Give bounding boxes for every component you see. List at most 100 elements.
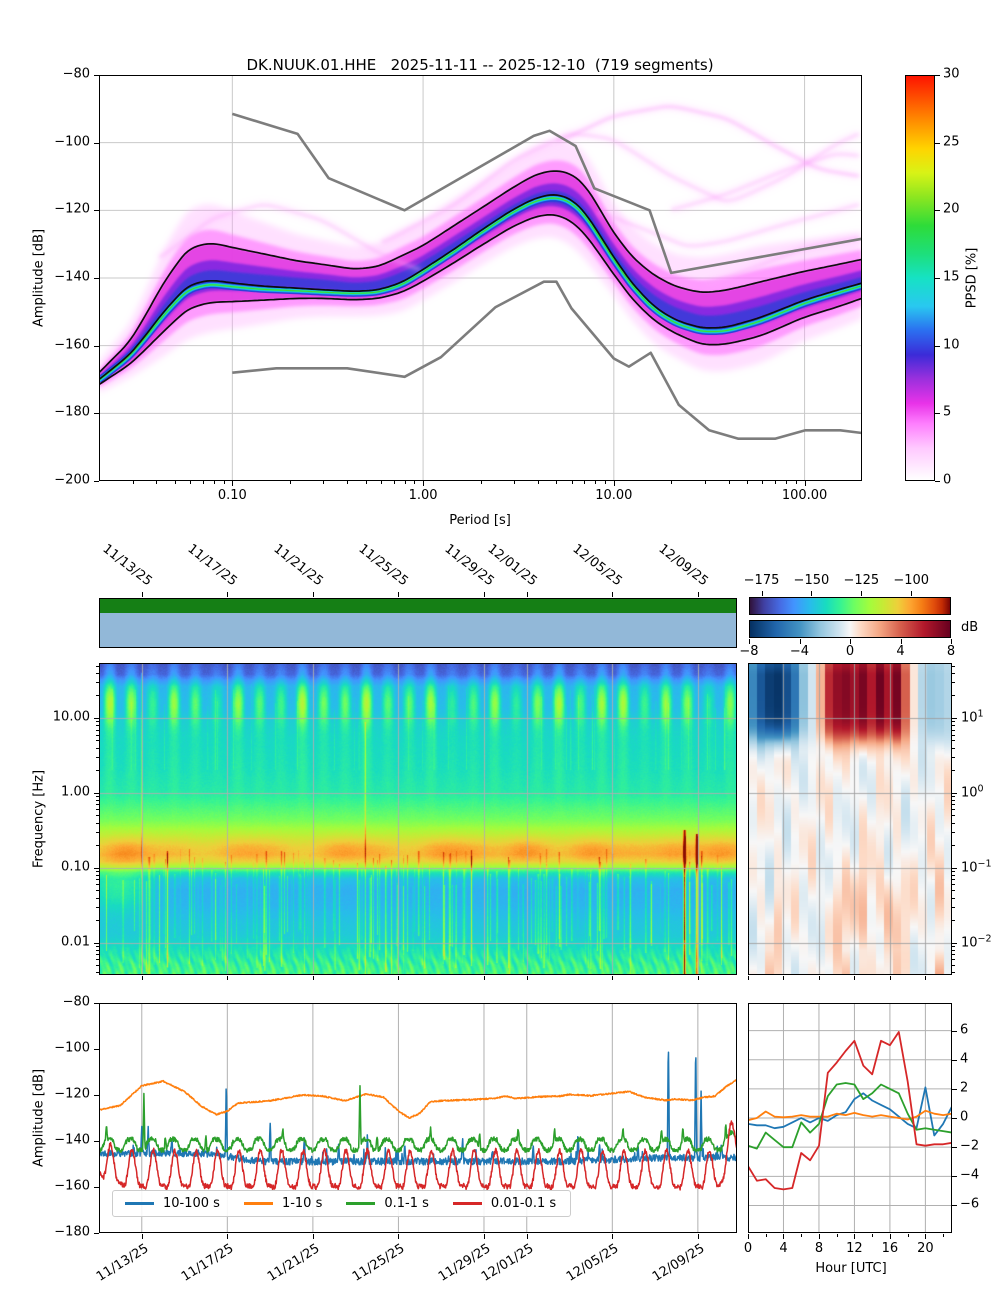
hourly-plot-area	[748, 1003, 952, 1233]
percentile-line	[99, 170, 862, 374]
tick-mark	[818, 976, 820, 980]
ppsd-mode-core	[99, 197, 862, 381]
exponent: −1	[977, 858, 992, 870]
legend-item: 1-10 s	[243, 1196, 322, 1211]
hourly-series-line	[748, 1086, 952, 1137]
tick-mark	[935, 345, 940, 347]
date-label: 12/09/25	[655, 541, 711, 590]
tick-mark	[935, 481, 940, 482]
tick-label: 0	[743, 1241, 753, 1256]
series-line	[99, 1120, 737, 1191]
tick-label: 6	[960, 1022, 969, 1038]
hourly-series-line	[748, 1109, 952, 1122]
tick-mark	[935, 210, 940, 212]
tick-label: −150	[793, 573, 830, 589]
tick-label: 0	[943, 472, 952, 488]
tick-label: 12	[846, 1241, 863, 1256]
tick-mark	[889, 976, 891, 980]
tick-label: 15	[943, 269, 960, 285]
tick-mark	[850, 639, 851, 644]
tick-mark	[952, 1147, 957, 1149]
tick-mark	[697, 1234, 699, 1239]
tick-mark	[952, 757, 955, 759]
tick-label: −180	[54, 404, 90, 420]
date-label: 11/25/25	[350, 1241, 408, 1285]
tick-mark	[96, 831, 99, 833]
tick-mark	[952, 871, 955, 873]
tick-mark	[952, 890, 955, 892]
tick-label: −175	[743, 573, 780, 589]
tick-mark	[398, 976, 400, 980]
tick-mark	[952, 879, 955, 881]
tick-mark	[952, 1118, 957, 1120]
legend-label: 0.1-1 s	[384, 1196, 429, 1211]
tick-mark	[952, 695, 955, 697]
tick-mark	[952, 1176, 957, 1178]
tick-mark	[96, 682, 99, 684]
tick-mark	[889, 1234, 891, 1239]
tick-mark	[747, 481, 749, 484]
tick-label: −200	[54, 472, 90, 488]
tick-mark	[94, 1095, 99, 1096]
tick-mark	[483, 976, 485, 980]
tick-mark	[935, 75, 940, 76]
noise-model-line	[232, 280, 862, 440]
tick-mark	[526, 976, 528, 980]
ppsd-y-axis-label: Amplitude [dB]	[31, 228, 47, 328]
date-label: 11/17/25	[179, 1241, 237, 1285]
tick-mark	[907, 1234, 909, 1237]
tick-mark	[952, 804, 955, 806]
tick-label: 4	[896, 644, 905, 659]
tick-label: −100	[893, 573, 930, 589]
tick-mark	[94, 142, 99, 144]
tick-mark	[775, 481, 777, 484]
tick-mark	[952, 721, 955, 723]
tick-label: 0	[845, 644, 855, 659]
tick-mark	[94, 278, 99, 279]
tick-mark	[952, 734, 955, 736]
exponent: 0	[977, 783, 984, 795]
percentile-line	[99, 194, 862, 381]
tick-mark	[96, 721, 99, 723]
ppsd-x-axis-label: Period [s]	[449, 513, 511, 528]
tick-mark	[762, 481, 764, 484]
tick-mark	[952, 831, 955, 833]
tick-mark	[748, 976, 749, 980]
series-line	[99, 1079, 737, 1120]
tick-mark	[526, 592, 528, 597]
date-label: 12/05/25	[569, 541, 626, 590]
tick-mark	[94, 413, 99, 415]
tick-mark	[595, 481, 597, 484]
tick-mark	[323, 481, 325, 484]
tick-label: −6	[960, 1196, 980, 1212]
hourly-series-line	[748, 1031, 952, 1191]
diff-colorbar	[749, 620, 951, 638]
tick-label: −160	[54, 337, 90, 353]
tick-mark	[398, 592, 400, 597]
tick-label: 10.00	[52, 709, 90, 725]
spectrogram-canvas	[99, 663, 737, 975]
tick-mark	[537, 481, 539, 484]
tick-mark	[96, 695, 99, 697]
tick-mark	[94, 867, 99, 869]
legend: 10-100 s 1-10 s 0.1-1 s 0.01-0.1 s	[112, 1190, 572, 1217]
legend-item: 0.1-1 s	[346, 1196, 429, 1211]
tick-mark	[232, 481, 234, 486]
tick-mark	[811, 591, 813, 596]
amplitude-y-axis-label: Amplitude [dB]	[31, 1068, 47, 1168]
tick-mark	[951, 639, 952, 644]
tick-mark	[749, 639, 750, 644]
tick-mark	[96, 906, 99, 908]
tick-mark	[96, 672, 99, 674]
chart-title: DK.NUUK.01.HHE 2025-11-11 -- 2025-12-10 …	[246, 56, 714, 74]
tick-mark	[854, 976, 856, 980]
tick-mark	[801, 1234, 803, 1237]
tick-label: 10−2	[961, 933, 992, 951]
tick-mark	[312, 592, 314, 597]
tick-mark	[556, 481, 558, 484]
tick-mark	[952, 717, 957, 719]
tick-mark	[935, 413, 940, 415]
tick-label: 0.10	[217, 488, 247, 503]
tick-label: 8	[814, 1241, 824, 1256]
